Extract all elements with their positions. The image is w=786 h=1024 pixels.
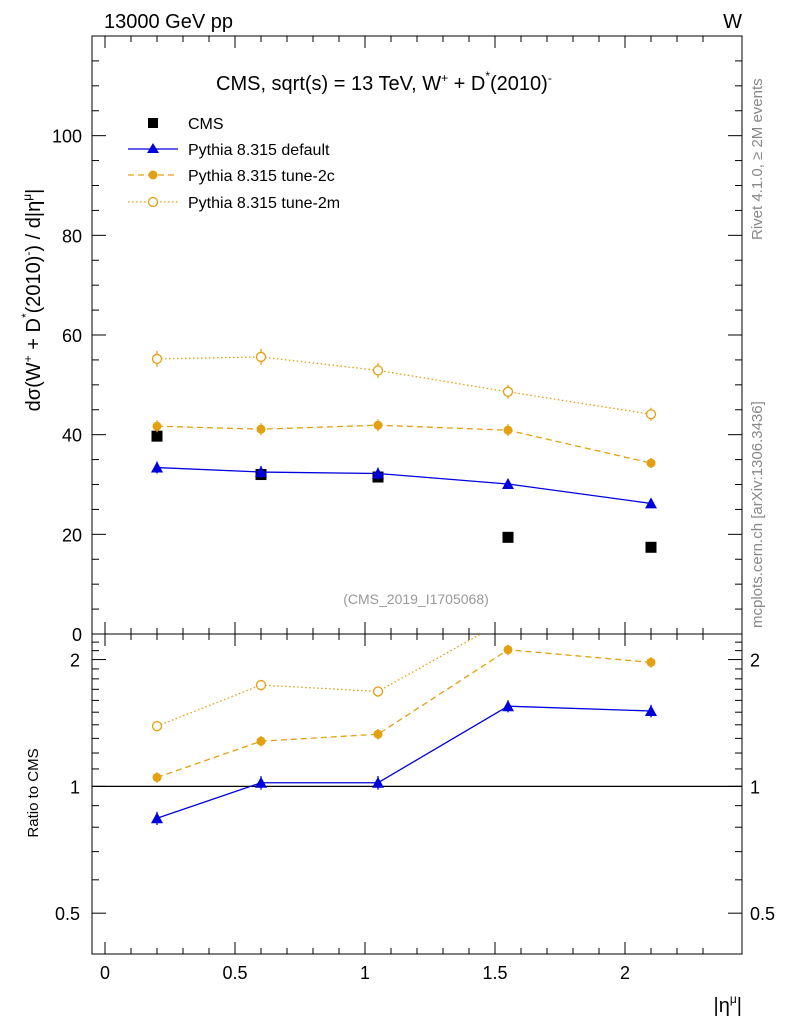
ratio-axis-label: Ratio to CMS xyxy=(25,748,42,837)
data-point-tune2c xyxy=(373,420,383,430)
data-point-tune2c xyxy=(152,421,162,431)
header-right-label: W xyxy=(723,11,742,33)
legend-marker-tune2m xyxy=(147,196,159,208)
analysis-watermark: (CMS_2019_I1705068) xyxy=(343,591,489,607)
ratio-point-tune2c xyxy=(373,729,383,739)
y-tick-label: 100 xyxy=(52,127,82,147)
y-tick-label: 60 xyxy=(62,326,82,346)
data-point-default xyxy=(645,497,657,509)
ratio-tick-label-left: 0.5 xyxy=(55,904,80,924)
ratio-point-default xyxy=(151,812,163,824)
legend-label-cms: CMS xyxy=(188,116,224,133)
series-line-tune2c xyxy=(156,424,652,464)
ratio-tick-label-left: 2 xyxy=(70,651,80,671)
data-point-tune2m xyxy=(151,353,163,365)
ratio-point-tune2m xyxy=(372,686,384,697)
ratio-plot-frame xyxy=(91,633,743,955)
data-point-default xyxy=(502,478,514,490)
ratio-point-default xyxy=(645,704,657,716)
data-point-tune2m xyxy=(255,351,267,363)
ratio-point-default xyxy=(502,700,514,712)
x-tick-label: 2 xyxy=(620,963,630,983)
legend-marker-default xyxy=(147,143,159,153)
data-point-cms xyxy=(645,541,657,553)
ratio-point-tune2c xyxy=(152,772,162,782)
legend-marker-cms xyxy=(148,118,158,128)
x-tick-label: 1.5 xyxy=(482,963,507,983)
mcplots-reference-label: mcplots.cern.ch [arXiv:1306.3436] xyxy=(749,401,766,628)
data-point-cms xyxy=(502,531,514,543)
data-point-cms xyxy=(151,430,163,442)
chart-title: CMS, sqrt(s) = 13 TeV, W+ + D*(2010)- xyxy=(216,69,552,95)
ratio-panel-data xyxy=(151,612,657,825)
data-point-tune2c xyxy=(503,425,513,435)
ratio-point-tune2m xyxy=(151,720,163,732)
ratio-point-tune2c xyxy=(256,736,266,746)
ratio-point-tune2c xyxy=(503,645,513,655)
data-point-tune2m xyxy=(502,386,514,397)
series-line-default xyxy=(156,466,652,505)
ratio-tick-label-right: 1 xyxy=(750,777,760,797)
data-point-tune2m xyxy=(372,365,384,376)
data-point-tune2c xyxy=(256,424,266,434)
x-tick-label: 0.5 xyxy=(222,963,247,983)
y-tick-label: 80 xyxy=(62,226,82,246)
ratio-line-tune2m xyxy=(156,634,483,727)
legend-label-tune2m: Pythia 8.315 tune-2m xyxy=(188,195,340,212)
ratio-point-tune2c xyxy=(646,657,656,667)
data-point-default xyxy=(255,466,267,478)
ratio-tick-label-left: 1 xyxy=(70,777,80,797)
header-left-label: 13000 GeV pp xyxy=(104,11,233,33)
ratio-point-default xyxy=(255,776,267,788)
ratio-point-default xyxy=(372,776,384,788)
ratio-point-tune2m xyxy=(647,612,656,621)
legend-marker-tune2c xyxy=(148,170,158,180)
ratio-point-tune2m xyxy=(255,679,267,691)
ratio-tick-label-right: 0.5 xyxy=(750,904,775,924)
main-panel-data xyxy=(151,348,657,553)
legend-label-tune2c: Pythia 8.315 tune-2c xyxy=(188,168,335,185)
y-tick-label: 20 xyxy=(62,525,82,545)
series-line-tune2m xyxy=(156,356,652,415)
ratio-tick-label-right: 2 xyxy=(750,651,760,671)
legend-label-default: Pythia 8.315 default xyxy=(188,142,330,159)
ratio-point-tune2m xyxy=(504,614,513,623)
data-point-default xyxy=(151,461,163,473)
ratio-line-default xyxy=(156,705,652,819)
ratio-line-tune2c xyxy=(156,649,652,779)
rivet-version-label: Rivet 4.1.0, ≥ 2M events xyxy=(749,78,766,240)
x-tick-label: 1 xyxy=(360,963,370,983)
y-tick-label: 40 xyxy=(62,426,82,446)
data-point-tune2c xyxy=(646,458,656,468)
data-layer xyxy=(92,348,742,825)
x-tick-label: 0 xyxy=(100,963,110,983)
y-axis-label: dσ(W+ + D*(2010)-) / d|ημ| xyxy=(19,189,45,412)
x-axis-label: |ημ| xyxy=(714,992,742,1017)
data-point-default xyxy=(372,467,384,479)
y-tick-label: 0 xyxy=(72,625,82,645)
data-point-tune2m xyxy=(645,409,657,420)
legend: CMS Pythia 8.315 default Pythia 8.315 tu… xyxy=(128,116,340,212)
